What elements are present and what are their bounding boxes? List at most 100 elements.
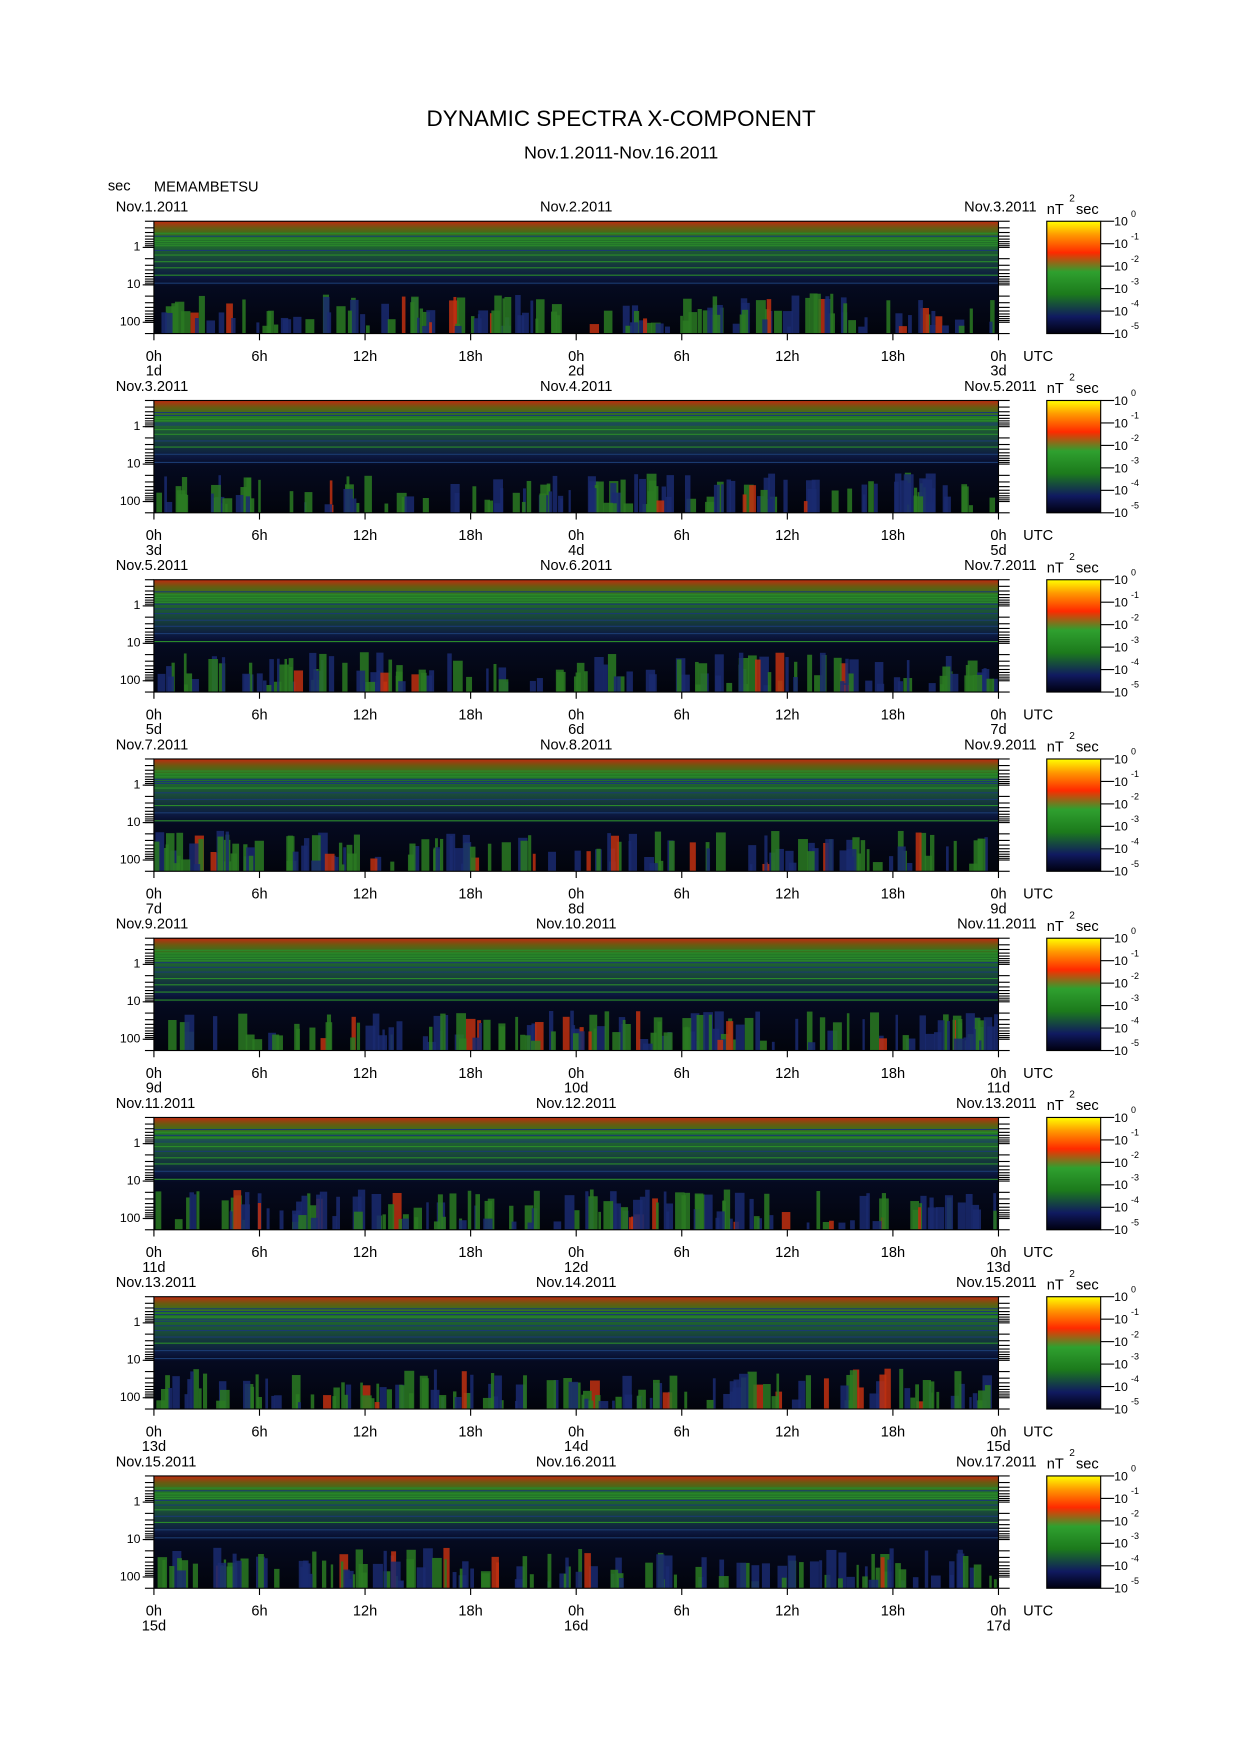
spectrum-texture [889,856,894,872]
spectrum-texture [629,322,639,334]
spectrum-texture [610,835,620,872]
spectrum-texture [502,298,505,334]
spectrum-texture [383,681,388,693]
spectrum-texture [749,1198,754,1230]
spectrum-texture [472,1037,480,1051]
spectrum-texture [323,1395,332,1410]
spectrum-texture [248,662,253,693]
spectrum-texture [501,842,511,872]
spectrum-texture [734,1192,745,1230]
spectrum-texture [713,484,720,513]
spectrum-texture [847,488,853,513]
spectrum-texture [886,300,891,334]
spectrum-texture [177,855,181,872]
spectrum-texture [859,1195,868,1230]
spectrum-texture [943,1014,949,1051]
date-label: Nov.9.2011 [964,737,1036,753]
spectrum-texture [695,661,699,693]
colorbar-tick-exponent: -4 [1131,1016,1139,1026]
spectrum-texture [656,1554,665,1589]
colorbar-tick-label: 10 [1114,304,1128,318]
colorbar-tick-label: 10 [1114,641,1128,655]
spectrum-texture [555,669,564,693]
spectrum-texture [271,1395,275,1410]
spectrum-texture [582,1398,589,1410]
spectrum-texture [444,1559,447,1589]
spectrum-texture [226,303,233,334]
colorbar-tick-exponent: -1 [1131,411,1139,421]
colorbar-tick-label: 10 [1114,999,1128,1013]
spectrum-texture [452,1572,457,1589]
spectrum-texture [551,1031,556,1051]
date-label: Nov.15.2011 [956,1275,1037,1291]
spectrum-texture [494,1375,502,1410]
spectrum-texture [444,1015,449,1051]
colorbar-tick-exponent: -3 [1131,1352,1139,1362]
spectrum-texture [484,499,490,513]
x-tick-label: 0h [990,1245,1006,1261]
spectrum-texture [969,1397,972,1410]
spectrum-texture [575,672,581,693]
colorbar-tick-label: 10 [1114,1044,1128,1058]
spectrum-texture [738,652,744,693]
spectrum-texture [343,488,353,513]
spectrum-texture [196,1191,200,1230]
spectrum-texture [470,316,475,334]
colorbar-tick-exponent: -1 [1131,590,1139,600]
spectrum-texture [747,1371,757,1410]
spectrum-texture [666,475,674,513]
spectrum-texture [256,673,263,693]
colorbar-label-unit: sec [1076,1277,1099,1293]
spectrum-texture [309,652,317,693]
spectrum-texture [574,1210,580,1230]
spectrum-texture [969,308,973,334]
spectrum-texture [230,853,238,872]
colorbar-label-unit: sec [1076,919,1099,935]
spectrum-texture [798,839,808,872]
spectrum-texture [312,1551,317,1589]
x-tick-label: 6h [251,1424,267,1440]
y-tick-label: 100 [120,852,141,866]
colorbar-tick-exponent: -2 [1131,1150,1139,1160]
spectrum-texture [910,1201,920,1230]
spectrum-texture [219,1389,230,1410]
spectrum-texture [457,297,466,334]
colorbar-tick-exponent: -4 [1131,1553,1139,1563]
spectrum-texture [850,1220,855,1230]
spectrum-texture [930,834,935,872]
spectrum-texture [874,662,884,693]
spectrum-texture [311,835,321,872]
spectrum-texture [172,1550,182,1589]
spectrum-texture [268,1032,276,1051]
spectrum-texture [413,1207,422,1230]
spectrum-texture [399,1384,403,1410]
date-label: Nov.13.2011 [116,1275,197,1291]
spectrum-texture [155,1191,162,1230]
spectrum-texture [844,1400,854,1410]
spectrum-texture [989,497,996,513]
spectrum-texture [683,1027,690,1051]
spectrum-texture [184,1394,188,1410]
spectrum-texture [933,1032,942,1051]
spectrum-texture [626,671,633,693]
spectrum-texture [491,310,500,334]
spectrum-texture [316,1194,321,1230]
date-label: Nov.3.2011 [964,200,1036,216]
colorbar-tick-exponent: -4 [1131,478,1139,488]
colorbar-tick-exponent: 0 [1131,1105,1136,1115]
spectrum-texture [961,484,968,513]
spectrum-texture [274,1568,280,1589]
spectrum-texture [530,300,534,334]
x-tick-label: 0h [990,1066,1006,1082]
spectrum-texture [628,1217,636,1230]
date-label: Nov.11.2011 [957,917,1037,933]
spectrum-texture [959,1022,963,1051]
spectrum-texture [589,1014,598,1051]
spectrum-texture [906,1038,916,1051]
spectrum-texture [714,654,724,693]
spectrum-texture [732,323,740,334]
day-label: 10d [564,1081,588,1097]
colorbar-tick-exponent: -2 [1131,792,1139,802]
spectrum-texture [439,1395,447,1410]
spectrum-texture [324,504,333,513]
